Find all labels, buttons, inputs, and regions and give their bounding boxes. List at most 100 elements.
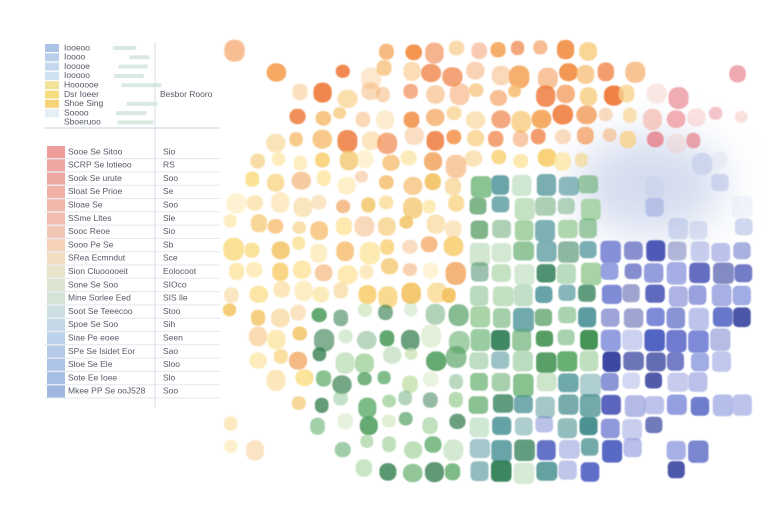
- swatch: [47, 252, 65, 265]
- paint-blob: [491, 175, 510, 195]
- row-value: Sle: [163, 213, 176, 223]
- paint-blob: [645, 176, 664, 197]
- paint-blob: [513, 395, 533, 414]
- row-label: Sooc Reoe: [68, 226, 110, 236]
- paint-blob: [512, 351, 533, 372]
- paint-blob: [266, 133, 286, 153]
- paint-blob: [557, 418, 577, 439]
- paint-blob: [271, 308, 290, 328]
- paint-blob: [556, 39, 575, 60]
- row-label: Mine Sorlee Eed: [68, 293, 131, 303]
- paint-blob: [711, 174, 729, 191]
- paint-blob: [376, 86, 390, 103]
- paint-blob: [488, 130, 504, 147]
- legend-row: Soooo: [45, 107, 147, 117]
- paint-blob: [579, 350, 599, 372]
- paint-blob: [359, 416, 378, 436]
- paint-blob: [224, 287, 239, 303]
- row-label: SSme Lltes: [68, 213, 111, 223]
- swatch: [47, 159, 65, 172]
- paint-blob: [273, 349, 288, 364]
- paint-blob: [558, 460, 577, 480]
- paint-blob: [313, 82, 332, 103]
- paint-blob: [690, 396, 710, 416]
- paint-blob: [713, 262, 734, 284]
- legend-row: Iooooo: [45, 70, 144, 80]
- row-value: Stoo: [163, 306, 181, 316]
- paint-blob: [355, 459, 373, 477]
- paint-blob: [708, 106, 723, 120]
- paint-blob: [398, 390, 413, 406]
- table-row: Sote Ee Ioee Slo: [45, 372, 220, 386]
- row-value: Sio: [163, 226, 176, 236]
- paint-blob: [667, 372, 689, 392]
- row-value: Sio: [163, 146, 176, 156]
- paint-blob: [512, 130, 529, 147]
- paint-blob: [514, 417, 533, 436]
- paint-blob: [554, 129, 571, 145]
- swatch: [47, 146, 65, 158]
- paint-blob: [490, 42, 506, 58]
- swatch: [45, 118, 59, 127]
- paint-blob: [251, 309, 266, 326]
- paint-blob: [469, 352, 489, 370]
- paint-blob: [623, 438, 642, 458]
- row-value: Sao: [163, 346, 178, 356]
- paint-blob: [310, 417, 325, 435]
- paint-blob: [470, 329, 491, 352]
- paint-blob: [622, 284, 640, 303]
- paint-blob: [332, 375, 352, 394]
- swatch: [47, 292, 65, 305]
- paint-blob: [377, 217, 396, 236]
- paint-blob: [315, 152, 330, 168]
- paint-blob: [249, 352, 267, 369]
- paint-blob: [292, 236, 306, 250]
- paint-blob: [426, 131, 445, 151]
- paint-blob: [552, 104, 574, 125]
- paint-blob: [426, 85, 445, 104]
- paint-blob: [491, 65, 511, 86]
- paint-blob: [666, 394, 687, 415]
- row-label: Sone Se Soo: [68, 279, 118, 289]
- swatch: [47, 279, 65, 291]
- legend-row: Hoooooe: [45, 79, 162, 89]
- bar-hint: [118, 64, 148, 69]
- paint-blob: [511, 110, 531, 133]
- paint-blob: [490, 330, 510, 351]
- legend-row: Ioooo: [45, 52, 150, 62]
- paint-blob: [557, 198, 575, 215]
- row-label: Sook Se urute: [68, 173, 122, 183]
- paint-blob: [421, 324, 442, 348]
- paint-blob: [291, 171, 312, 190]
- paint-blob: [559, 63, 578, 82]
- row-label: Sion Cluooooeit: [68, 266, 129, 276]
- paint-blob: [668, 286, 688, 307]
- paint-blob: [557, 329, 575, 346]
- paint-blob: [464, 150, 483, 167]
- paint-blob: [448, 194, 465, 212]
- legend-row: Dsr Ioeer Besbor Rooro: [45, 89, 213, 99]
- paint-blob: [405, 44, 423, 61]
- paint-blob: [244, 242, 260, 258]
- paint-blob: [600, 262, 619, 280]
- row-value: Besbor Rooro: [160, 89, 213, 99]
- row-value: Eolocoot: [163, 266, 197, 276]
- paint-blob: [600, 329, 621, 352]
- paint-blob: [424, 173, 441, 191]
- paint-blob: [729, 65, 746, 83]
- paint-blob: [314, 397, 329, 413]
- paint-blob: [711, 151, 728, 168]
- paint-blob: [531, 109, 552, 129]
- paint-blob: [554, 152, 571, 171]
- row-label: Sloat Se Prioe: [68, 186, 123, 196]
- paint-blob: [534, 308, 553, 326]
- paint-blob: [403, 197, 423, 219]
- paint-blob: [491, 440, 512, 463]
- paint-blob: [427, 282, 448, 303]
- paint-blob: [445, 154, 467, 179]
- table-row: Sooe Se Sitoo Sio: [45, 146, 220, 160]
- paint-blob: [622, 419, 642, 441]
- paint-blob: [580, 438, 599, 456]
- paint-blob: [224, 439, 238, 453]
- paint-blob: [579, 218, 597, 239]
